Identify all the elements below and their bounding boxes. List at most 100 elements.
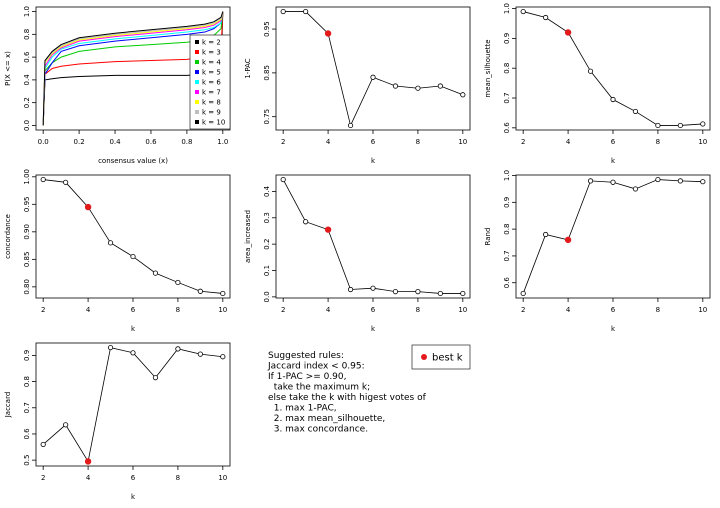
y-tick-label: 0.1 — [263, 265, 271, 276]
y-tick-label: 1.0 — [503, 3, 511, 14]
legend-swatch — [195, 60, 199, 64]
point — [610, 179, 616, 185]
legend-swatch — [195, 90, 199, 94]
rule-line: 3. max concordance. — [268, 425, 368, 435]
point — [280, 8, 286, 15]
y-tick-label: 0.90 — [23, 224, 31, 240]
legend-label: k = 4 — [202, 59, 221, 67]
x-tick-label: 2 — [281, 306, 285, 314]
point — [63, 422, 69, 428]
y-tick-label: 0.8 — [503, 63, 511, 74]
y-tick-label: 0.8 — [23, 29, 31, 40]
point — [520, 290, 526, 297]
x-axis-label: k — [131, 325, 136, 333]
x-tick-label: 2 — [521, 306, 525, 314]
point — [107, 240, 114, 246]
point — [175, 279, 181, 286]
rule-line: Suggested rules: — [268, 351, 344, 361]
x-tick-label: 8 — [656, 306, 660, 314]
y-tick-label: 0.95 — [263, 21, 271, 37]
point — [347, 122, 354, 129]
y-tick-label: 0.0 — [263, 291, 271, 302]
point — [677, 178, 683, 184]
legend-swatch — [195, 70, 199, 74]
point — [152, 375, 159, 381]
ecdf-line — [42, 11, 224, 126]
y-axis-label: Jaccard — [4, 392, 12, 419]
y-tick-label: 0.9 — [503, 197, 511, 208]
x-tick-label: 6 — [371, 306, 376, 314]
point — [130, 350, 136, 356]
y-tick-label: 0.2 — [263, 239, 271, 250]
point — [655, 176, 661, 183]
y-tick-label: 0.95 — [23, 197, 31, 213]
y-tick-label: 0.9 — [23, 350, 31, 361]
y-axis-label: 1-PAC — [244, 58, 252, 78]
point — [152, 270, 159, 276]
point — [303, 219, 309, 225]
x-tick-label: 4 — [566, 306, 571, 314]
x-tick-label: 4 — [326, 138, 331, 146]
x-axis-label: k — [371, 325, 376, 333]
x-tick-label: 8 — [176, 474, 180, 482]
panel: 2 4 6 8 10 0.6 0.7 0.8 0.9 1.0 k mean_silhouette — [484, 3, 711, 165]
x-tick-label: 2 — [41, 306, 45, 314]
legend-label: k = 5 — [202, 69, 221, 77]
x-tick-label: 10 — [458, 138, 467, 146]
point — [107, 344, 114, 351]
x-tick-label: 10 — [218, 474, 227, 482]
y-tick-label: 0.6 — [503, 277, 511, 289]
x-tick-label: 6 — [371, 138, 376, 146]
y-tick-label: 0.5 — [23, 455, 31, 466]
legend-swatch — [195, 120, 199, 124]
point — [63, 179, 69, 185]
point — [220, 354, 226, 360]
legend-swatch — [195, 100, 199, 104]
point — [280, 176, 286, 183]
y-tick-label: 0.3 — [263, 212, 271, 223]
point — [40, 441, 46, 448]
y-tick-label: 0.9 — [503, 33, 511, 44]
x-tick-label: 0.6 — [145, 138, 157, 146]
panel: 2 4 6 8 10 0.80 0.85 0.90 0.95 1.00 k concordance — [4, 169, 231, 333]
point — [175, 346, 181, 352]
y-tick-label: 0.75 — [263, 109, 271, 125]
rule-line: If 1-PAC >= 0.90, — [268, 372, 347, 382]
x-tick-label: 0.2 — [74, 138, 85, 146]
y-tick-label: 0.6 — [503, 122, 511, 134]
y-tick-label: 1.0 — [503, 170, 511, 181]
legend-swatch — [195, 110, 199, 114]
point — [392, 83, 399, 89]
best-point — [324, 226, 332, 233]
point — [587, 178, 594, 184]
y-tick-label: 0.4 — [23, 74, 31, 86]
x-tick-label: 6 — [611, 138, 616, 146]
legend-swatch — [195, 40, 199, 44]
point — [130, 253, 136, 260]
legend-label: k = 7 — [202, 89, 221, 97]
panel: 2 4 6 8 10 0.6 0.7 0.8 0.9 1.0 k Rand — [484, 170, 711, 333]
legend-label: k = 3 — [202, 49, 221, 57]
x-tick-label: 10 — [218, 306, 227, 314]
x-tick-label: 1.0 — [217, 138, 228, 146]
y-tick-label: 0.4 — [263, 185, 271, 197]
point — [415, 288, 421, 295]
ecdf-line — [42, 11, 224, 126]
x-axis-label: consensus value (x) — [98, 157, 168, 165]
point — [437, 83, 443, 89]
x-tick-label: 8 — [416, 306, 420, 314]
y-axis-label: P(X <= x) — [4, 51, 12, 86]
x-tick-label: 2 — [521, 138, 525, 146]
point — [677, 122, 683, 129]
best-point — [564, 29, 572, 36]
panel: 2 4 6 8 10 0.75 0.85 0.95 k 1-PAC — [244, 6, 471, 165]
y-tick-label: 0.85 — [263, 65, 271, 81]
legend-label: k = 10 — [202, 119, 225, 127]
x-tick-label: 8 — [176, 306, 180, 314]
point — [392, 288, 399, 295]
x-tick-label: 8 — [416, 138, 420, 146]
panel: 2 4 6 8 10 0.0 0.1 0.2 0.3 0.4 k area_increased — [244, 174, 471, 333]
x-tick-label: 0.4 — [109, 138, 121, 146]
x-tick-label: 10 — [458, 306, 467, 314]
